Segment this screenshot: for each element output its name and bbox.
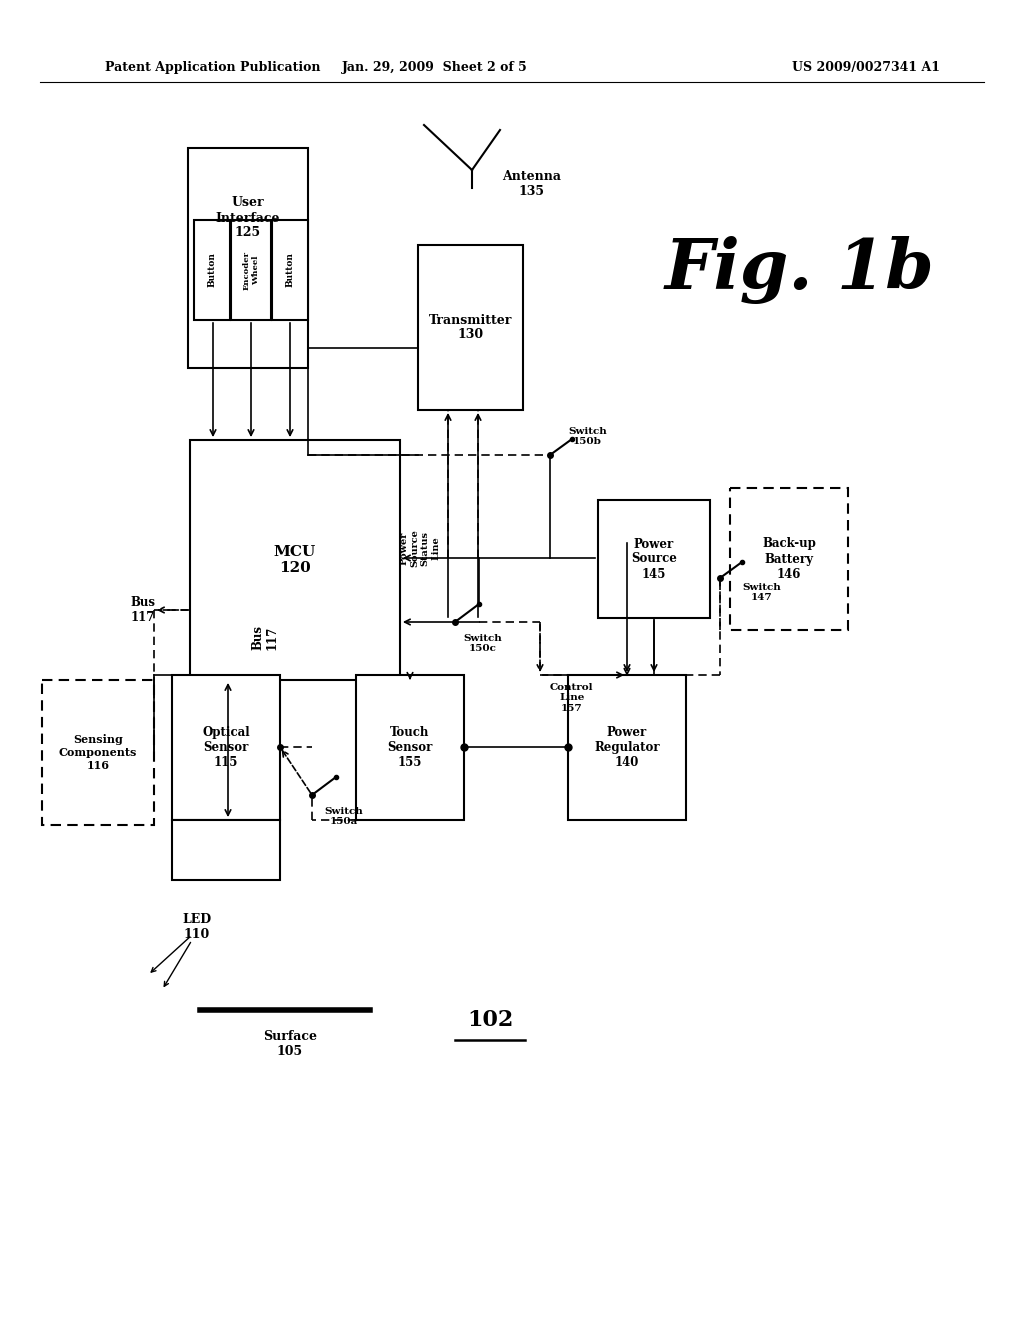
Bar	[188, 148, 308, 368]
Text: Power
Regulator
140: Power Regulator 140	[594, 726, 659, 770]
Bar	[231, 220, 271, 319]
Text: Surface
105: Surface 105	[263, 1030, 317, 1059]
Bar	[568, 675, 686, 820]
Text: Fig. 1b: Fig. 1b	[665, 236, 935, 304]
Text: Bus
117: Bus 117	[251, 626, 279, 651]
Text: US 2009/0027341 A1: US 2009/0027341 A1	[792, 62, 940, 74]
Text: Control
Line
157: Control Line 157	[550, 684, 594, 713]
Bar	[194, 220, 230, 319]
Text: Back-up
Battery
146: Back-up Battery 146	[762, 537, 816, 581]
Bar	[172, 820, 280, 880]
Text: Switch
150c: Switch 150c	[463, 634, 502, 653]
Text: Encoder
Wheel: Encoder Wheel	[243, 251, 260, 289]
Text: Power
Source
145: Power Source 145	[631, 537, 677, 581]
Text: Switch
147: Switch 147	[742, 583, 780, 602]
Bar	[356, 675, 464, 820]
Bar	[598, 500, 710, 618]
Text: LED
110: LED 110	[182, 913, 211, 941]
Text: Switch
150a: Switch 150a	[324, 807, 362, 826]
Text: Button: Button	[286, 252, 295, 288]
Text: Power
Source
Status
Line: Power Source Status Line	[400, 529, 440, 566]
Text: User
Interface
125: User Interface 125	[216, 197, 281, 239]
Text: MCU
120: MCU 120	[273, 545, 316, 576]
Text: Touch
Sensor
155: Touch Sensor 155	[387, 726, 433, 770]
Bar	[730, 488, 848, 630]
Bar	[190, 440, 400, 680]
Text: Jan. 29, 2009  Sheet 2 of 5: Jan. 29, 2009 Sheet 2 of 5	[342, 62, 528, 74]
Bar	[418, 246, 523, 411]
Text: Switch
150b: Switch 150b	[568, 426, 607, 446]
Text: Transmitter
130: Transmitter 130	[429, 314, 512, 342]
Text: Antenna
135: Antenna 135	[502, 170, 561, 198]
Bar	[172, 675, 280, 820]
Text: Optical
Sensor
115: Optical Sensor 115	[202, 726, 250, 770]
Text: 102: 102	[467, 1008, 513, 1031]
Text: Sensing
Components
116: Sensing Components 116	[58, 734, 137, 771]
Text: Button: Button	[208, 252, 216, 288]
Bar	[42, 680, 154, 825]
Text: Patent Application Publication: Patent Application Publication	[105, 62, 321, 74]
Text: Bus
117: Bus 117	[130, 597, 156, 624]
Bar	[272, 220, 308, 319]
